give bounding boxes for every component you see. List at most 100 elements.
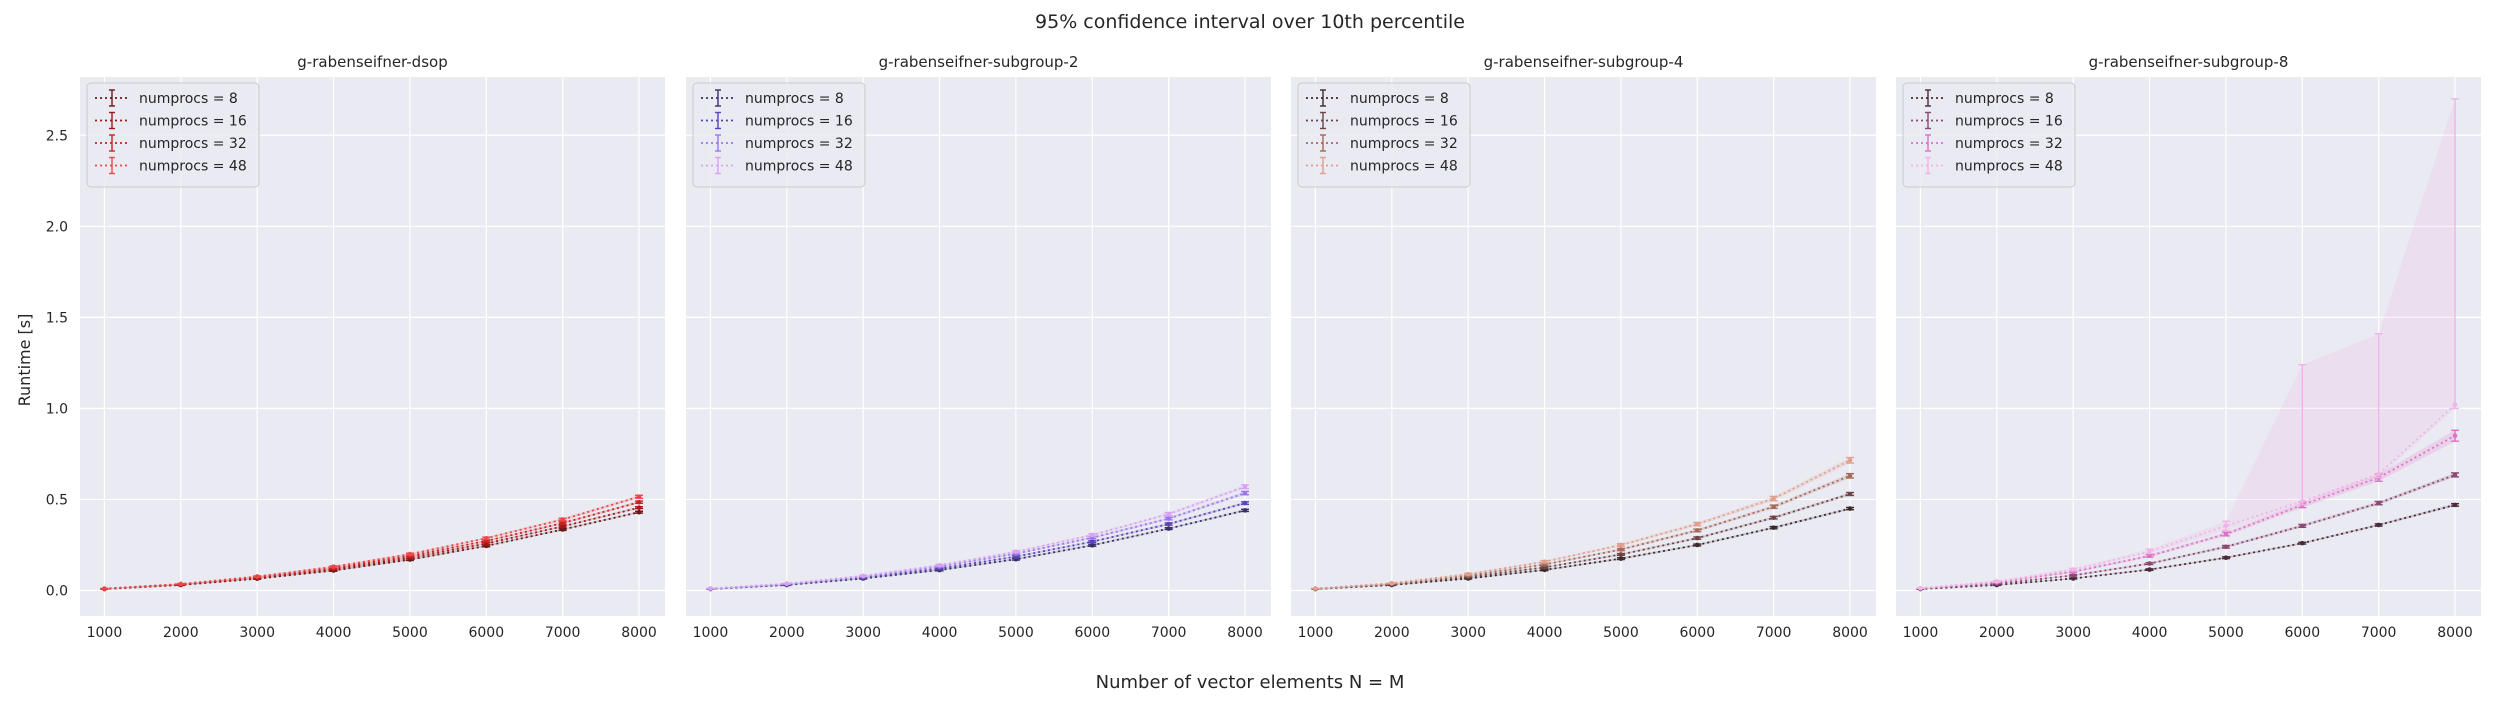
x-tick-label: 3000	[845, 625, 881, 641]
legend-label: numprocs = 16	[1955, 114, 2063, 130]
y-tick-label: 2.0	[46, 219, 68, 235]
data-point	[1242, 490, 1248, 496]
panel-1: 1000 2000 3000 4000 5000 6000 7000 8000 0.0 0.5 1.…	[46, 53, 665, 641]
legend: numprocs = 8 numprocs = 16 numprocs = 32 nu…	[692, 82, 866, 188]
data-point	[560, 524, 565, 529]
data-point	[560, 520, 565, 526]
data-point	[860, 573, 866, 579]
data-point	[2376, 522, 2381, 528]
x-tick-label: 7000	[545, 625, 581, 641]
legend-label: numprocs = 32	[139, 136, 247, 152]
y-tick-label: 1.0	[46, 401, 68, 417]
data-point	[1694, 528, 1700, 533]
x-tick-label: 2000	[769, 625, 805, 641]
data-point	[636, 499, 642, 505]
series-4	[100, 494, 644, 591]
panel-2: 1000 2000 3000 4000 5000 6000 7000 8000 g-rabens…	[686, 53, 1271, 641]
data-point	[708, 586, 713, 591]
series-line	[1315, 507, 1851, 590]
series-4	[1311, 456, 1855, 591]
data-point	[784, 581, 790, 586]
data-point	[1694, 542, 1700, 548]
x-tick-label: 8000	[1832, 625, 1868, 641]
series-line	[1920, 434, 2456, 590]
x-tick-label: 7000	[1151, 625, 1187, 641]
legend: numprocs = 8 numprocs = 16 numprocs = 32 nu…	[1902, 82, 2076, 188]
x-tick-label: 6000	[1679, 625, 1715, 641]
series-4	[1916, 98, 2460, 591]
data-point	[254, 574, 260, 579]
series-4	[706, 484, 1250, 591]
data-point	[636, 509, 642, 515]
data-point	[178, 581, 184, 587]
legend-frame	[692, 82, 866, 188]
panel-title: g-rabenseifner-subgroup-4	[1484, 53, 1684, 71]
legend-label: numprocs = 8	[745, 91, 844, 107]
x-tick-label: 1000	[1903, 625, 1939, 641]
data-point	[1013, 549, 1019, 555]
data-point	[483, 535, 489, 541]
legend-label: numprocs = 8	[1350, 91, 1449, 107]
data-point	[2070, 567, 2076, 572]
data-point	[1618, 547, 1624, 552]
data-point	[1771, 504, 1776, 510]
x-tick-label: 5000	[998, 625, 1034, 641]
panel-title: g-rabenseifner-subgroup-2	[879, 53, 1079, 71]
data-point	[1771, 525, 1776, 530]
data-point	[2147, 549, 2152, 554]
data-point	[1089, 539, 1095, 545]
x-tick-label: 6000	[2284, 625, 2320, 641]
series-line	[104, 495, 640, 590]
data-point	[102, 586, 107, 591]
data-point	[2223, 555, 2229, 561]
data-point	[1166, 516, 1171, 521]
x-tick-label: 4000	[1527, 625, 1563, 641]
panel-title: g-rabenseifner-dsop	[297, 53, 447, 71]
data-point	[1694, 521, 1700, 527]
x-tick-label: 5000	[2208, 625, 2244, 641]
data-point	[2223, 544, 2229, 550]
data-point	[1618, 552, 1624, 557]
legend-frame	[1902, 82, 2076, 188]
figure-ylabel: Runtime [s]	[15, 314, 34, 407]
legend-label: numprocs = 48	[1955, 159, 2063, 175]
x-tick-label: 3000	[239, 625, 275, 641]
data-point	[1313, 586, 1318, 591]
legend-label: numprocs = 16	[1350, 114, 1458, 130]
y-tick-label: 2.5	[46, 128, 68, 144]
data-point	[2452, 472, 2458, 478]
ci-band	[1920, 98, 2455, 589]
data-point	[1089, 543, 1095, 548]
data-point	[2223, 531, 2229, 537]
data-point	[1542, 559, 1547, 565]
data-point	[636, 494, 642, 500]
x-tick-label: 7000	[2361, 625, 2397, 641]
y-tick-label: 1.5	[46, 310, 68, 326]
legend-label: numprocs = 32	[745, 136, 853, 152]
series-line	[1315, 493, 1851, 590]
x-tick-label: 1000	[1298, 625, 1334, 641]
x-tick-label: 2000	[1979, 625, 2015, 641]
data-point	[1918, 585, 1923, 591]
legend-label: numprocs = 8	[139, 91, 238, 107]
legend-label: numprocs = 8	[1955, 91, 2054, 107]
legend-label: numprocs = 48	[745, 159, 853, 175]
x-tick-label: 1000	[87, 625, 123, 641]
data-point	[2452, 433, 2458, 439]
legend-label: numprocs = 32	[1350, 136, 1458, 152]
data-point	[1847, 506, 1853, 511]
series-line	[1920, 504, 2456, 590]
x-tick-label: 3000	[1450, 625, 1486, 641]
data-point	[2299, 523, 2305, 529]
data-point	[1242, 500, 1248, 506]
legend-label: numprocs = 32	[1955, 136, 2063, 152]
data-point	[2299, 540, 2305, 546]
series-line	[104, 506, 640, 590]
legend-frame	[1297, 82, 1471, 188]
panel-title: g-rabenseifner-subgroup-8	[2089, 53, 2289, 71]
x-tick-label: 7000	[1756, 625, 1792, 641]
x-tick-label: 5000	[392, 625, 428, 641]
legend-label: numprocs = 16	[745, 114, 853, 130]
data-point	[1465, 571, 1471, 577]
